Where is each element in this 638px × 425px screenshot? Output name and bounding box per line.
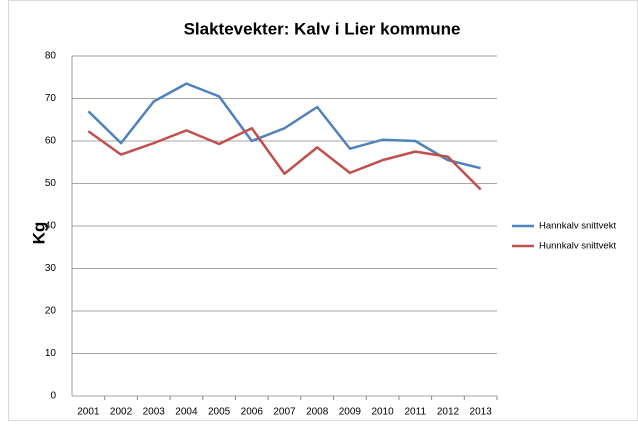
x-tick-label: 2010 — [371, 407, 394, 418]
y-tick-label: 30 — [45, 263, 57, 274]
x-tick-label: 2003 — [143, 407, 166, 418]
legend-label: Hunnkalv snittvekt — [539, 241, 616, 252]
chart-title: Slaktevekter: Kalv i Lier kommune — [184, 19, 461, 38]
x-tick-label: 2009 — [339, 407, 362, 418]
x-tick-label: 2011 — [405, 407, 427, 418]
x-tick-label: 2012 — [437, 407, 460, 418]
series-line — [87, 82, 481, 170]
chart-border — [8, 0, 638, 421]
y-tick-label: 50 — [45, 178, 57, 189]
x-tick-label: 2008 — [306, 407, 329, 418]
x-tick-label: 2007 — [273, 407, 296, 418]
x-tick-label: 2002 — [110, 407, 133, 418]
y-axis-label: Kg — [29, 222, 48, 245]
x-tick-label: 2005 — [208, 407, 231, 418]
y-tick-label: 60 — [45, 136, 57, 147]
x-tick-label: 2006 — [241, 407, 264, 418]
x-tick-label: 2013 — [470, 407, 493, 418]
y-tick-label: 70 — [45, 93, 57, 104]
legend-label: Hannkalv snittvekt — [539, 221, 616, 232]
y-tick-label: 80 — [45, 51, 57, 62]
x-tick-label: 2001 — [77, 407, 100, 418]
y-tick-label: 0 — [50, 391, 56, 402]
x-tick-label: 2004 — [175, 407, 198, 418]
series-line — [87, 127, 482, 191]
y-tick-label: 40 — [45, 221, 57, 232]
y-tick-label: 20 — [45, 306, 57, 317]
y-tick-label: 10 — [45, 348, 57, 359]
